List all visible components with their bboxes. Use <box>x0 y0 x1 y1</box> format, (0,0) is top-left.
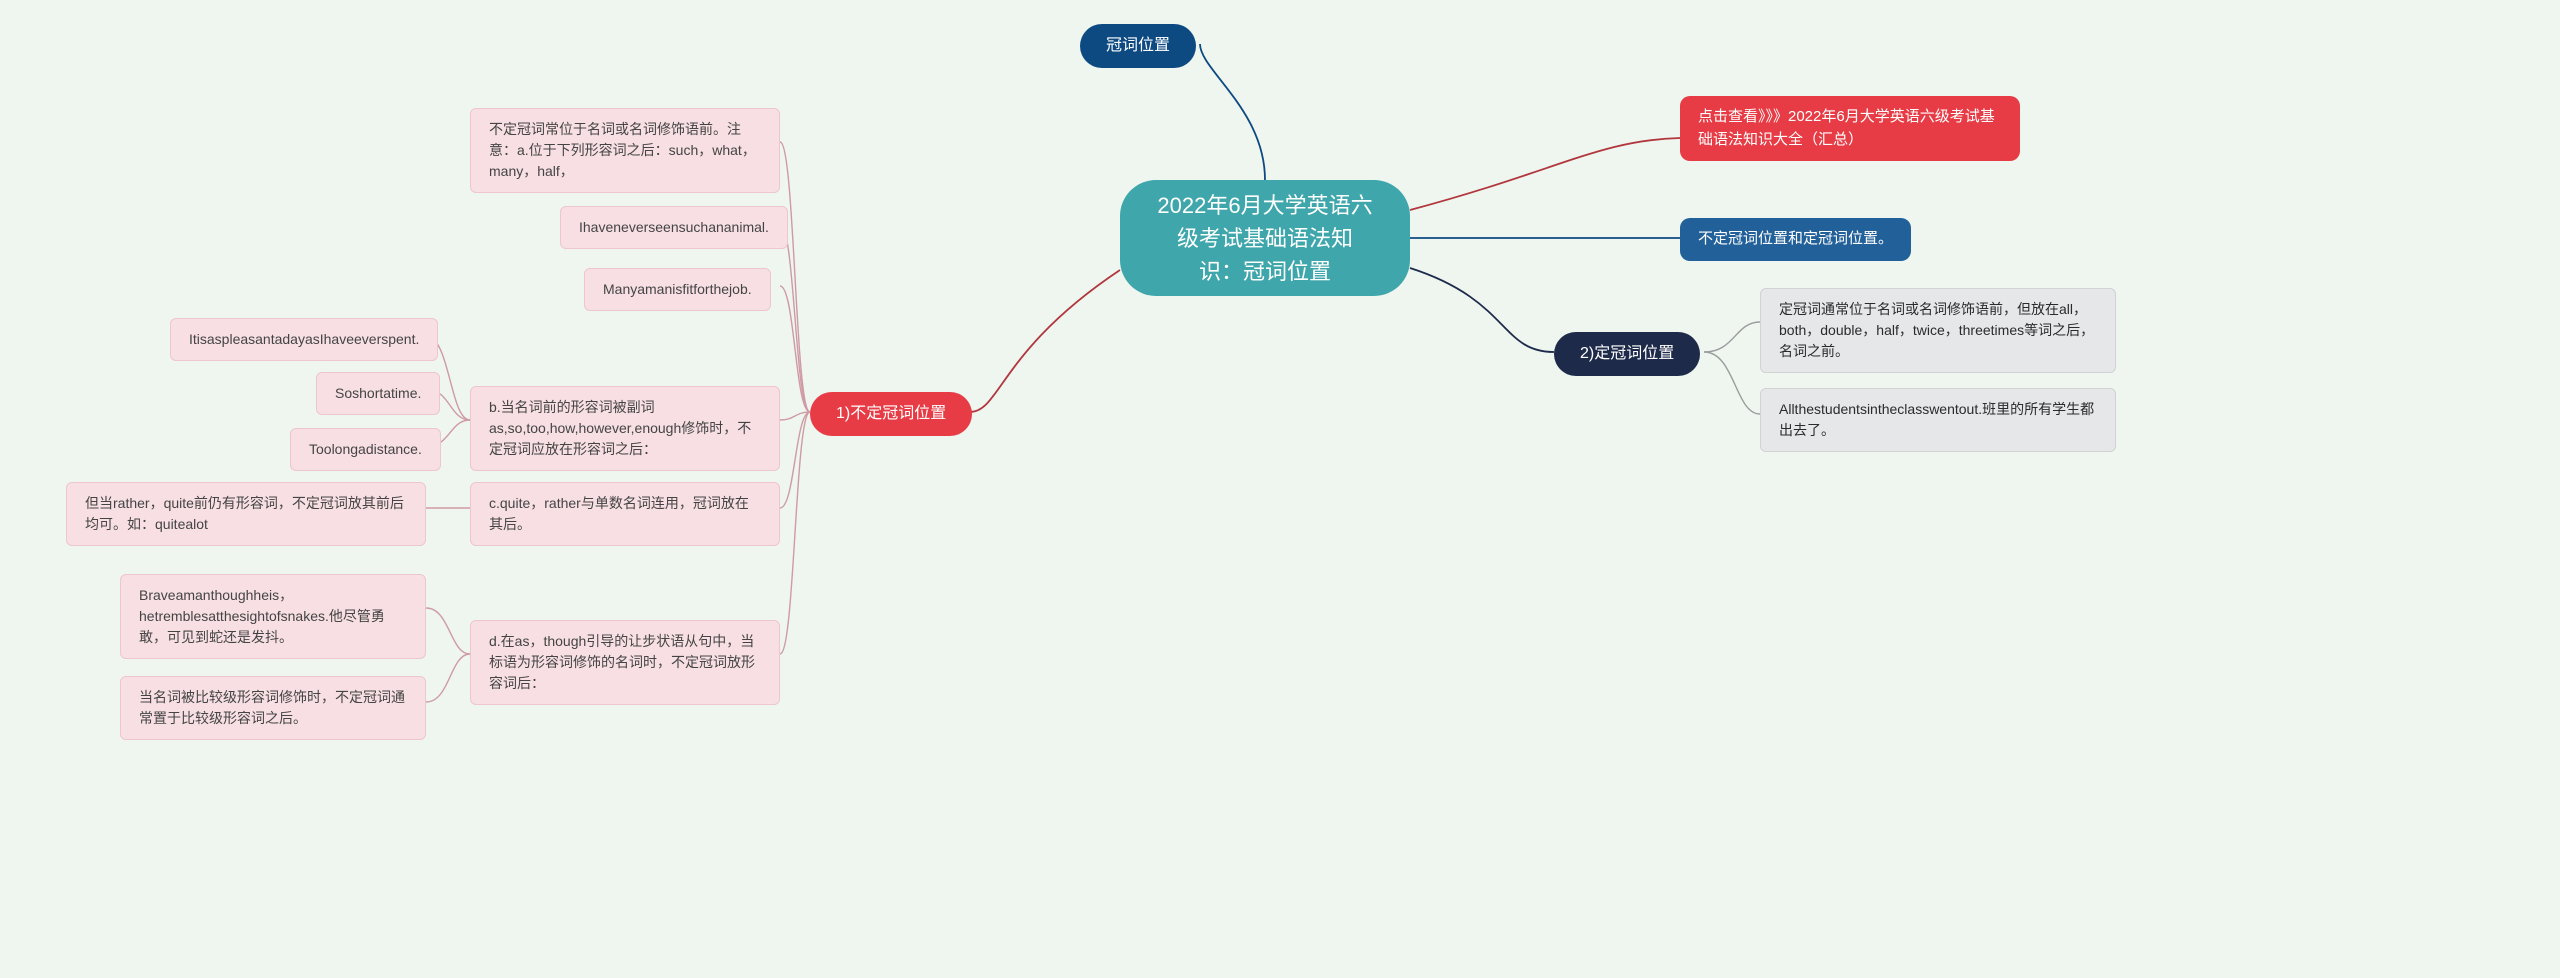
indef-rule-b: b.当名词前的形容词被副词as,so,too,how,however,enoug… <box>470 386 780 471</box>
indef-rule-c: c.quite，rather与单数名词连用，冠词放在其后。 <box>470 482 780 546</box>
definite-note-1: 定冠词通常位于名词或名词修饰语前，但放在all，both，double，half… <box>1760 288 2116 373</box>
edge <box>780 412 810 654</box>
branch-definite-article[interactable]: 2)定冠词位置 <box>1554 332 1700 376</box>
edge <box>780 286 810 412</box>
edge <box>1410 138 1680 210</box>
indef-ex-b3: Toolongadistance. <box>290 428 441 471</box>
edge <box>780 224 810 412</box>
branch-definite-article-label: 2)定冠词位置 <box>1580 342 1674 366</box>
indef-rule-c-label: c.quite，rather与单数名词连用，冠词放在其后。 <box>489 493 761 535</box>
indef-rule-a-label: 不定冠词常位于名词或名词修饰语前。注意：a.位于下列形容词之后：such，wha… <box>489 119 761 182</box>
indef-ex-b2: Soshortatime. <box>316 372 440 415</box>
indef-note-c: 但当rather，quite前仍有形容词，不定冠词放其前后均可。如：quitea… <box>66 482 426 546</box>
link-full-summary[interactable]: 点击查看》》》2022年6月大学英语六级考试基础语法知识大全（汇总） <box>1680 96 2020 161</box>
indef-rule-d-label: d.在as，though引导的让步状语从句中，当标语为形容词修饰的名词时，不定冠… <box>489 631 761 694</box>
indef-note-c-label: 但当rather，quite前仍有形容词，不定冠词放其前后均可。如：quitea… <box>85 493 407 535</box>
branch-article-position[interactable]: 冠词位置 <box>1080 24 1196 68</box>
root-node[interactable]: 2022年6月大学英语六级考试基础语法知识：冠词位置 <box>1120 180 1410 296</box>
root-label: 2022年6月大学英语六级考试基础语法知识：冠词位置 <box>1156 189 1374 288</box>
branch-indefinite-article-label: 1)不定冠词位置 <box>836 402 946 426</box>
indef-ex-b1: ItisaspleasantadayasIhaveeverspent. <box>170 318 438 361</box>
edge <box>1200 44 1265 180</box>
indef-ex-b1-label: ItisaspleasantadayasIhaveeverspent. <box>189 329 419 350</box>
indef-ex-d1: Braveamanthoughheis，hetremblesatthesight… <box>120 574 426 659</box>
indef-ex-d2-label: 当名词被比较级形容词修饰时，不定冠词通常置于比较级形容词之后。 <box>139 687 407 729</box>
edge <box>1410 268 1554 352</box>
edge <box>426 654 470 702</box>
definite-note-1-label: 定冠词通常位于名词或名词修饰语前，但放在all，both，double，half… <box>1779 299 2097 362</box>
edge <box>780 412 810 420</box>
edge <box>780 412 810 508</box>
indef-ex-a1-label: Ihaveneverseensuchananimal. <box>579 217 769 238</box>
indef-ex-a1: Ihaveneverseensuchananimal. <box>560 206 788 249</box>
indef-rule-d: d.在as，though引导的让步状语从句中，当标语为形容词修饰的名词时，不定冠… <box>470 620 780 705</box>
note-both-positions[interactable]: 不定冠词位置和定冠词位置。 <box>1680 218 1911 261</box>
edge <box>970 270 1120 412</box>
edge <box>1704 322 1760 352</box>
indef-ex-a2: Manyamanisfitforthejob. <box>584 268 771 311</box>
indef-ex-b2-label: Soshortatime. <box>335 383 421 404</box>
indef-rule-b-label: b.当名词前的形容词被副词as,so,too,how,however,enoug… <box>489 397 761 460</box>
indef-ex-d1-label: Braveamanthoughheis，hetremblesatthesight… <box>139 585 407 648</box>
definite-note-2-label: Allthestudentsintheclasswentout.班里的所有学生都… <box>1779 399 2097 441</box>
edge <box>780 142 810 412</box>
link-full-summary-label: 点击查看》》》2022年6月大学英语六级考试基础语法知识大全（汇总） <box>1698 106 2002 151</box>
note-both-positions-label: 不定冠词位置和定冠词位置。 <box>1698 228 1893 251</box>
indef-ex-d2: 当名词被比较级形容词修饰时，不定冠词通常置于比较级形容词之后。 <box>120 676 426 740</box>
branch-article-position-label: 冠词位置 <box>1106 34 1170 58</box>
branch-indefinite-article[interactable]: 1)不定冠词位置 <box>810 392 972 436</box>
edge <box>1704 352 1760 414</box>
edge <box>426 608 470 654</box>
definite-note-2: Allthestudentsintheclasswentout.班里的所有学生都… <box>1760 388 2116 452</box>
indef-ex-a2-label: Manyamanisfitforthejob. <box>603 279 752 300</box>
indef-rule-a: 不定冠词常位于名词或名词修饰语前。注意：a.位于下列形容词之后：such，wha… <box>470 108 780 193</box>
indef-ex-b3-label: Toolongadistance. <box>309 439 422 460</box>
